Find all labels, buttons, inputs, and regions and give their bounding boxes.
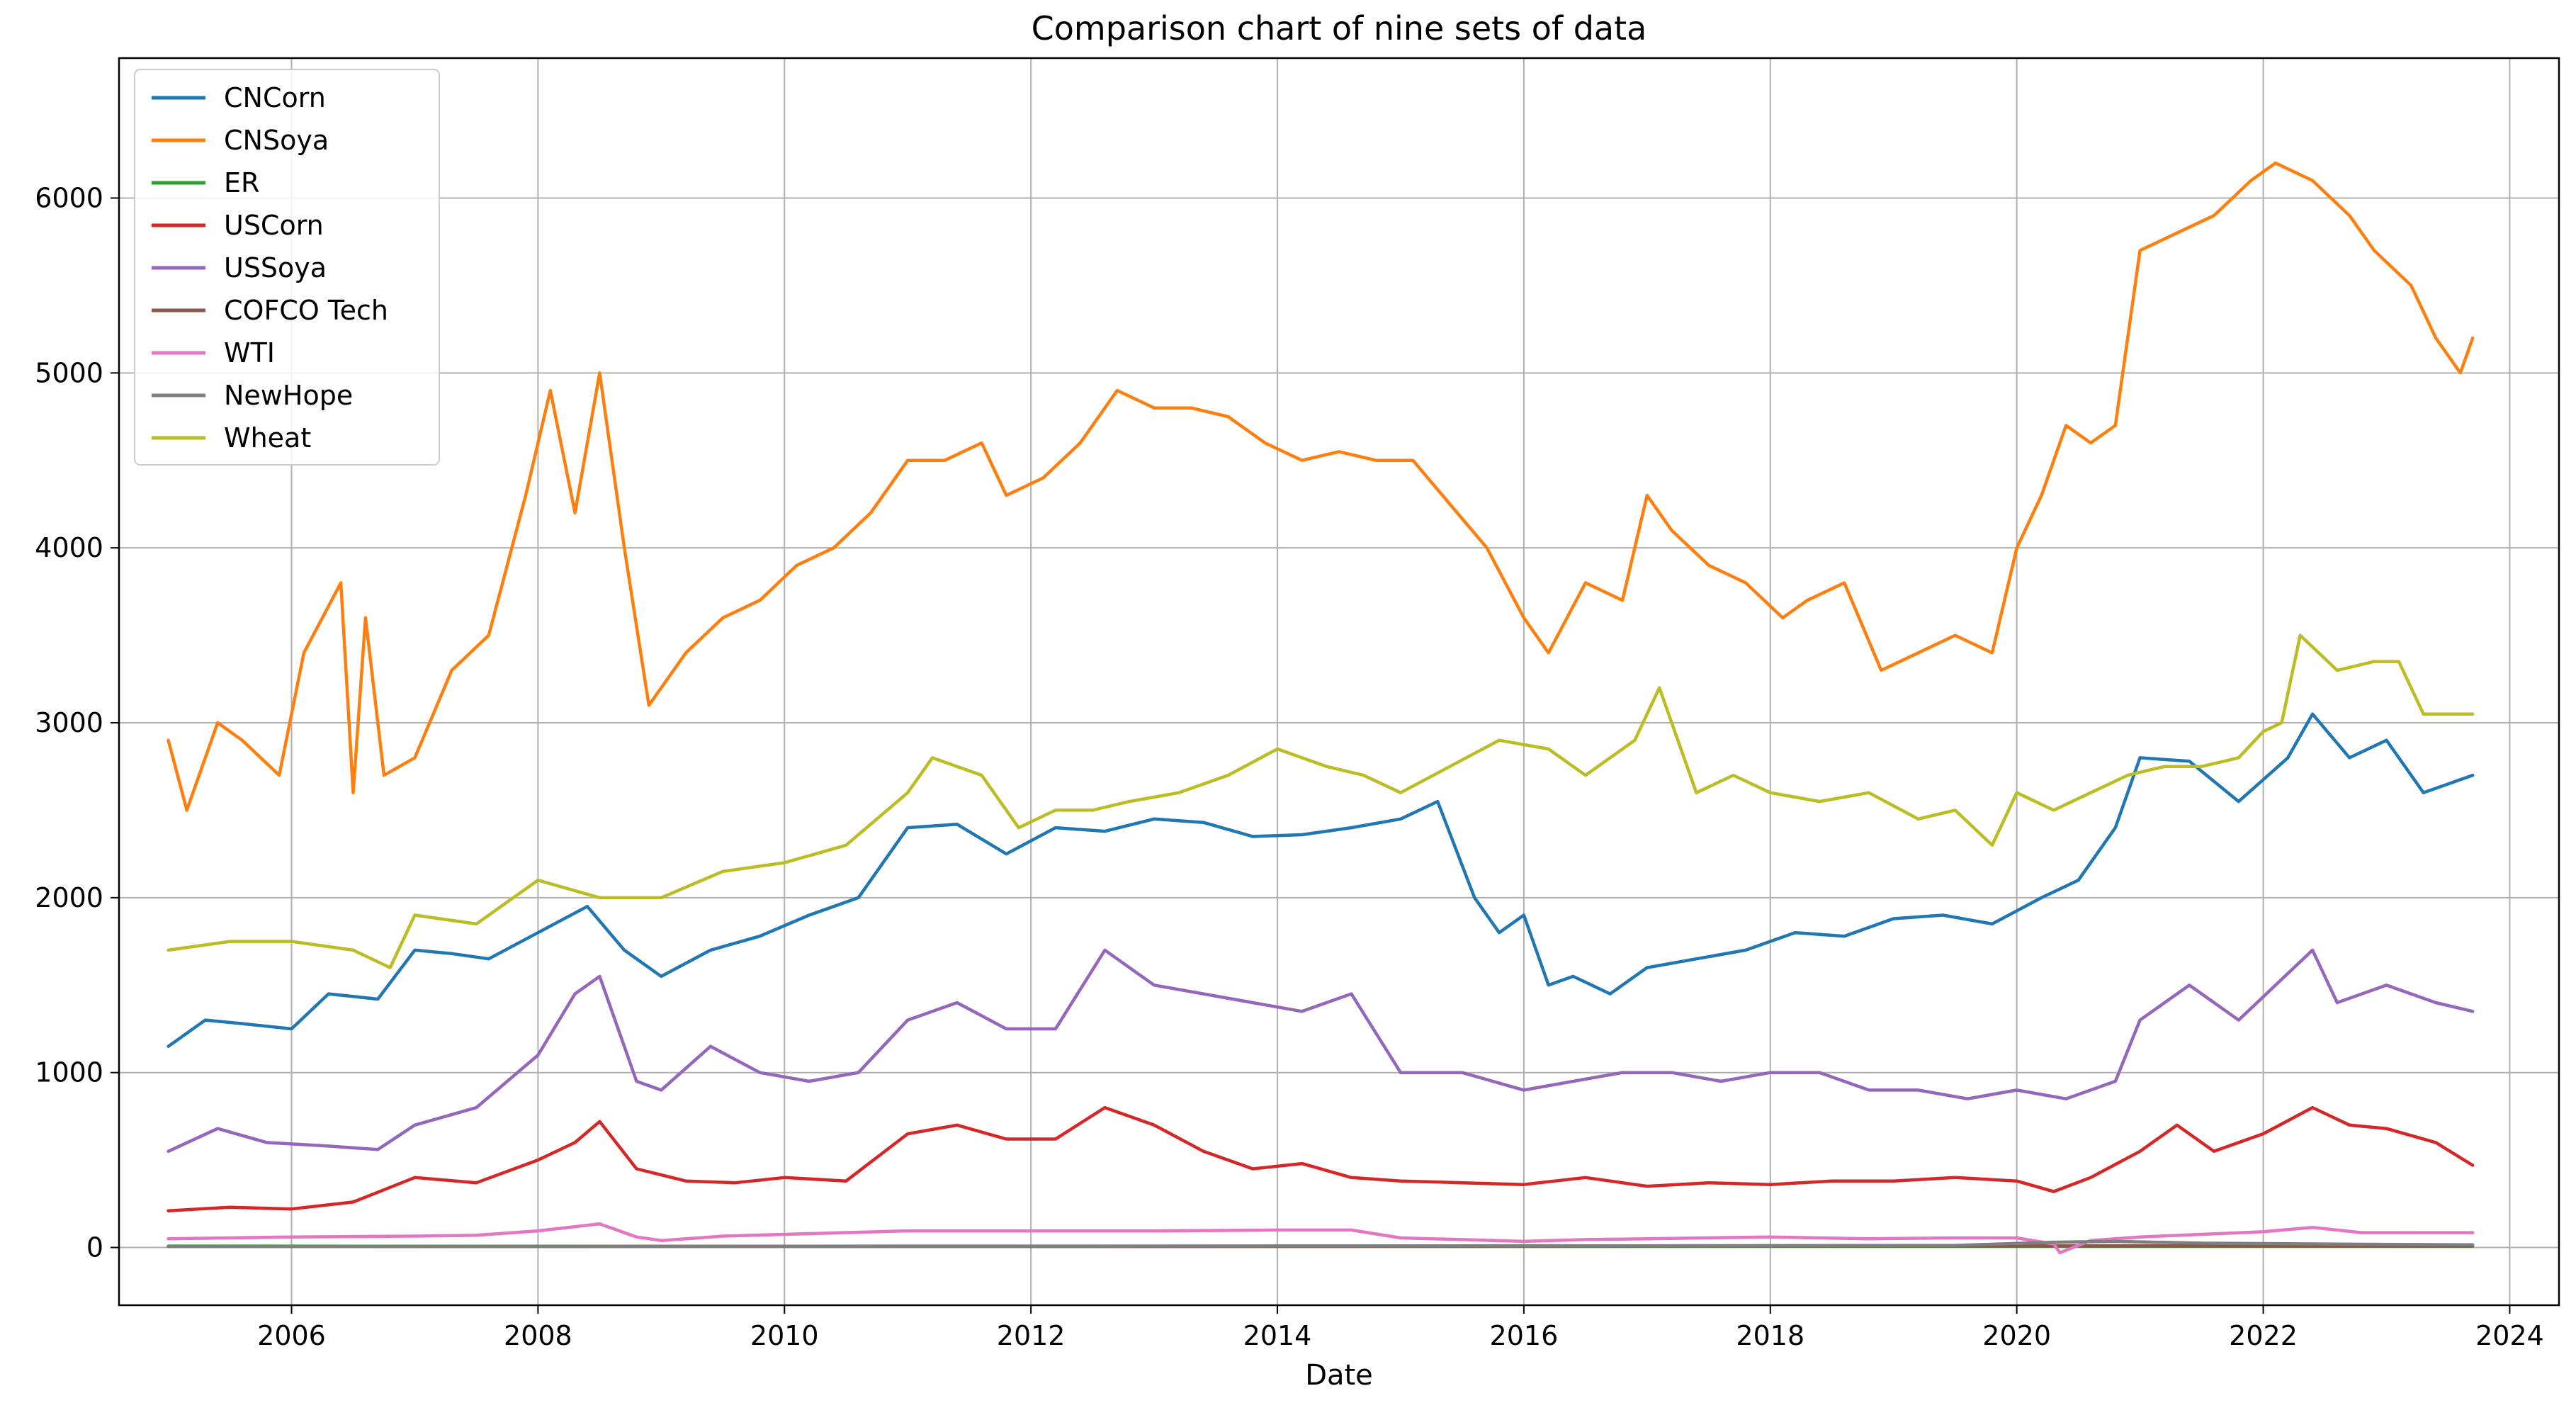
- x-axis-label: Date: [1305, 1359, 1373, 1392]
- x-tick-label: 2020: [1982, 1320, 2051, 1351]
- legend-label-newhope: NewHope: [224, 380, 353, 411]
- x-tick-label: 2012: [997, 1320, 1066, 1351]
- legend-label-wti: WTI: [224, 337, 275, 368]
- legend-label-ussoya: USSoya: [224, 252, 327, 283]
- x-tick-label: 2024: [2475, 1320, 2544, 1351]
- chart-title: Comparison chart of nine sets of data: [1032, 9, 1647, 47]
- legend-box: [134, 69, 440, 466]
- y-tick-label: 1000: [35, 1057, 103, 1088]
- y-tick-label: 0: [86, 1232, 103, 1263]
- y-tick-label: 4000: [35, 532, 103, 563]
- legend-label-cofco-tech: COFCO Tech: [224, 295, 388, 326]
- legend-label-cncorn: CNCorn: [224, 82, 326, 113]
- series-line-wheat: [166, 633, 2475, 969]
- x-tick-label: 2018: [1736, 1320, 1804, 1351]
- legend-label-er: ER: [224, 167, 259, 198]
- x-tick-label: 2008: [504, 1320, 572, 1351]
- legend-label-wheat: Wheat: [224, 422, 311, 453]
- y-tick-label: 5000: [35, 357, 103, 388]
- series-line-newhope: [166, 1239, 2475, 1249]
- x-tick-label: 2010: [750, 1320, 819, 1351]
- y-tick-label: 3000: [35, 707, 103, 738]
- x-tick-label: 2014: [1243, 1320, 1312, 1351]
- x-tick-label: 2016: [1490, 1320, 1559, 1351]
- y-tick-label: 6000: [35, 182, 103, 213]
- axis-ticks: 2006 2008 2010 2012 2014 2016 2018 2020 2022 2024…: [35, 182, 2544, 1351]
- x-tick-label: 2006: [257, 1320, 326, 1351]
- plot-frame: [118, 57, 2560, 1307]
- series-line-ussoya: [166, 948, 2475, 1154]
- legend-label-cnsoya: CNSoya: [224, 125, 329, 156]
- series-line-cncorn: [166, 712, 2475, 1048]
- series-line-uscorn: [166, 1105, 2475, 1212]
- x-tick-label: 2022: [2229, 1320, 2298, 1351]
- legend: CNCorn CNSoya ER USCorn USSoya COFCO Tech WTI N…: [134, 69, 440, 466]
- series-line-cnsoya: [166, 161, 2475, 812]
- series-layer: [166, 161, 2475, 1255]
- y-tick-label: 2000: [35, 882, 103, 913]
- legend-label-uscorn: USCorn: [224, 210, 324, 241]
